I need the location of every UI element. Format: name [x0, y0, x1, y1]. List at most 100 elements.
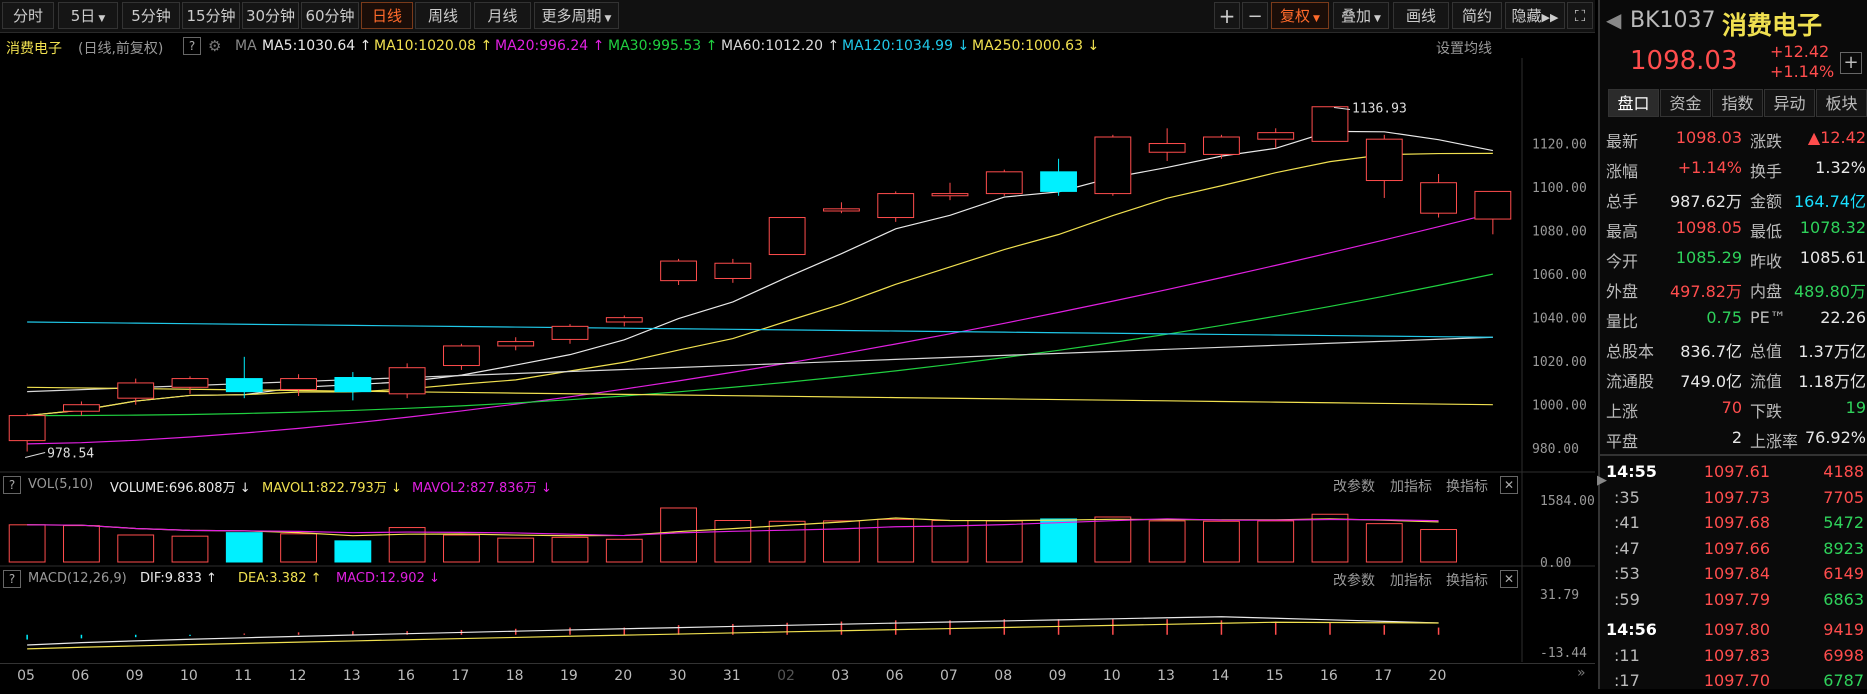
x-tick-label: 20 [614, 668, 633, 684]
period-button-60min[interactable]: 60分钟 [301, 2, 359, 29]
tick-volume: 8923 [1823, 538, 1864, 558]
volume-bar [497, 537, 535, 563]
period-button-daily[interactable]: 日线 [361, 2, 413, 29]
x-tick-label: 19 [560, 668, 578, 684]
volume-bar [280, 533, 317, 563]
mavol2-line [27, 518, 1439, 537]
stat-value: 749.0亿 [1680, 372, 1742, 391]
volume-bar [8, 524, 46, 563]
help-icon[interactable]: ? [3, 570, 21, 588]
price-tick-label: 1060.00 [1532, 268, 1587, 283]
tick-time: :53 [1614, 564, 1640, 583]
candle-body [931, 193, 969, 197]
help-icon[interactable]: ? [183, 37, 201, 55]
candle-body [1148, 143, 1186, 153]
stat-value: ▲12.42 [1807, 128, 1866, 147]
adjust-button[interactable]: 复权 ▼ [1271, 2, 1329, 29]
close-icon[interactable]: ✕ [1500, 570, 1518, 588]
tick-row: 14:55 1097.61 4188 [1600, 460, 1867, 485]
dif-line [27, 616, 1439, 646]
tab-movement[interactable]: 异动 [1764, 89, 1815, 117]
tick-volume: 7705 [1823, 487, 1864, 507]
candle-body [225, 378, 263, 393]
fullscreen-icon[interactable]: ⛶ [1567, 2, 1593, 29]
caret-down-icon: ▼ [1313, 14, 1320, 24]
simple-button[interactable]: 简约 [1452, 2, 1502, 29]
help-icon[interactable]: ? [3, 476, 21, 494]
period-button-30min[interactable]: 30分钟 [242, 2, 299, 29]
price-tick-label: 1080.00 [1532, 225, 1587, 240]
high-annotation-arrow [1333, 107, 1351, 111]
stat-label: 换手 [1750, 162, 1783, 181]
vol-params-link[interactable]: 改参数 [1333, 479, 1375, 495]
tick-volume: 4188 [1823, 462, 1864, 481]
ma-settings-link[interactable]: 设置均线 [1436, 41, 1492, 57]
stat-row: 涨幅 +1.14% 换手 1.32% [1600, 154, 1867, 184]
ma120-line [27, 321, 1493, 338]
vol-swap-indicator-link[interactable]: 换指标 [1446, 479, 1488, 495]
draw-button[interactable]: 画线 [1393, 2, 1449, 29]
ma120-value: MA120:1034.99 ↓ [842, 38, 970, 54]
kline-chart-area[interactable]: 1120.00 1100.00 1080.00 1060.00 1040.00 1020.… [0, 0, 1600, 689]
add-watchlist-button[interactable]: + [1840, 52, 1862, 74]
tick-row: :47 1097.66 8923 [1600, 537, 1867, 562]
period-button-15min[interactable]: 15分钟 [182, 2, 240, 29]
close-icon[interactable]: ✕ [1500, 476, 1518, 494]
stat-value: 497.82万 [1670, 282, 1742, 301]
x-tick-label: 09 [1048, 668, 1067, 684]
x-tick-label: 16 [397, 668, 415, 684]
stat-label: 平盘 [1606, 432, 1639, 451]
ma250-value: MA250:1000.63 ↓ [972, 38, 1100, 54]
chart-axes: 1120.00 1100.00 1080.00 1060.00 1040.00 1020.… [25, 102, 1595, 661]
period-button-5day[interactable]: 5日 ▼ [58, 2, 118, 29]
collapse-arrow-icon[interactable]: ▶ [1597, 473, 1607, 488]
x-tick-label: 11 [234, 668, 253, 684]
quote-panel: ◀ BK1037 消费电子 1098.03 +12.42 +1.14% + 盘口… [1598, 0, 1867, 690]
candle-body [605, 317, 643, 323]
tick-price: 1097.79 [1703, 589, 1770, 609]
macd-params-link[interactable]: 改参数 [1333, 573, 1375, 589]
price-change-pct: +1.14% [1770, 62, 1835, 81]
candle-body [551, 325, 589, 340]
price-tick-label: 1120.00 [1532, 138, 1587, 153]
period-button-minute[interactable]: 分时 [2, 2, 54, 29]
zoom-in-button[interactable]: + [1214, 2, 1240, 29]
chart-grid [0, 58, 1595, 662]
tab-funds[interactable]: 资金 [1660, 89, 1711, 117]
overlay-button[interactable]: 叠加 ▼ [1333, 2, 1389, 29]
stat-value: +1.14% [1677, 158, 1742, 177]
tick-volume: 6998 [1823, 645, 1864, 665]
tab-sector[interactable]: 板块 [1816, 89, 1867, 117]
hide-button[interactable]: 隐藏▶▶ [1505, 2, 1565, 29]
period-button-weekly[interactable]: 周线 [415, 2, 471, 29]
tab-index[interactable]: 指数 [1712, 89, 1763, 117]
tick-volume: 6149 [1823, 564, 1864, 583]
macd-swap-indicator-link[interactable]: 换指标 [1446, 573, 1488, 589]
stat-row: 今开 1085.29 昨收 1085.61 [1600, 244, 1867, 274]
x-tick-label: 08 [994, 668, 1013, 684]
macd-add-indicator-link[interactable]: 加指标 [1390, 573, 1432, 589]
macd-value: MACD:12.902 ↓ [336, 571, 440, 586]
tick-row: :35 1097.73 7705 [1600, 486, 1867, 511]
gear-icon[interactable]: ⚙ [208, 37, 222, 55]
ma-label: MA [235, 38, 257, 54]
caret-down-icon: ▼ [98, 14, 106, 24]
period-button-5min[interactable]: 5分钟 [122, 2, 180, 29]
stat-value: 22.26 [1820, 308, 1866, 327]
volume-bar [225, 532, 263, 563]
stat-value: 987.62万 [1670, 192, 1742, 211]
vol-add-indicator-link[interactable]: 加指标 [1390, 479, 1432, 495]
prev-arrow-icon[interactable]: ◀ [1606, 8, 1622, 32]
zoom-out-button[interactable]: − [1242, 2, 1268, 29]
mavol1-value: MAVOL1:822.793万 ↓ [262, 481, 402, 496]
volume-series [8, 507, 1457, 563]
stat-row: 总手 987.62万 金额 164.74亿 [1600, 184, 1867, 214]
more-periods-button[interactable]: 更多周期 ▼ [534, 2, 619, 29]
period-button-monthly[interactable]: 月线 [474, 2, 531, 29]
volume-bar [931, 520, 969, 563]
overlay-label: 叠加 [1341, 7, 1372, 25]
scroll-right-icon[interactable]: » [1577, 665, 1586, 681]
moving-average-lines [27, 130, 1494, 445]
panel-tabs: 盘口 资金 指数 异动 板块 [1608, 89, 1867, 119]
tab-orderbook[interactable]: 盘口 [1608, 89, 1659, 117]
